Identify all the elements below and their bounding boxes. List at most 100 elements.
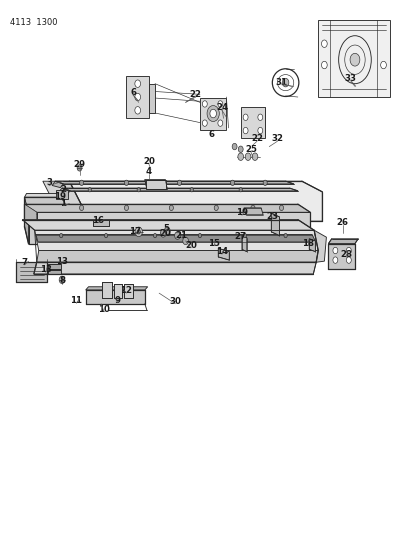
- Text: 28: 28: [341, 251, 353, 259]
- Polygon shape: [35, 230, 318, 251]
- Circle shape: [282, 78, 289, 87]
- Polygon shape: [24, 204, 37, 228]
- Text: 12: 12: [120, 286, 133, 295]
- Polygon shape: [24, 197, 29, 244]
- Polygon shape: [69, 181, 322, 221]
- Circle shape: [60, 233, 63, 238]
- Text: 14: 14: [216, 247, 228, 256]
- Text: 31: 31: [275, 78, 288, 86]
- Text: 8: 8: [59, 276, 65, 285]
- Circle shape: [153, 233, 157, 238]
- Polygon shape: [241, 107, 265, 138]
- Text: 27: 27: [235, 232, 247, 241]
- Text: 20: 20: [160, 229, 172, 238]
- Text: 20: 20: [185, 241, 197, 249]
- Circle shape: [279, 205, 284, 211]
- Circle shape: [381, 61, 386, 69]
- Polygon shape: [242, 236, 247, 252]
- Circle shape: [207, 106, 220, 122]
- Bar: [48, 264, 61, 269]
- Polygon shape: [314, 230, 326, 262]
- Circle shape: [245, 153, 251, 160]
- Text: 23: 23: [266, 212, 279, 221]
- Polygon shape: [86, 287, 148, 290]
- Text: 13: 13: [40, 265, 52, 274]
- Circle shape: [169, 205, 173, 211]
- Circle shape: [258, 127, 263, 134]
- Polygon shape: [271, 213, 279, 236]
- Circle shape: [135, 80, 140, 87]
- Circle shape: [218, 101, 223, 107]
- Polygon shape: [328, 239, 358, 244]
- Circle shape: [263, 180, 267, 185]
- Bar: [124, 284, 133, 298]
- Text: 33: 33: [345, 75, 357, 83]
- Circle shape: [333, 257, 338, 263]
- Circle shape: [218, 120, 223, 126]
- Circle shape: [243, 114, 248, 120]
- Bar: [102, 282, 112, 298]
- Text: 6: 6: [130, 88, 136, 96]
- Circle shape: [210, 109, 216, 118]
- Bar: [146, 180, 166, 189]
- Circle shape: [137, 188, 140, 192]
- Text: 4: 4: [146, 167, 152, 175]
- Text: 30: 30: [169, 297, 182, 305]
- Polygon shape: [24, 197, 67, 214]
- Text: 19: 19: [236, 208, 248, 217]
- Polygon shape: [24, 204, 310, 212]
- Circle shape: [175, 232, 180, 239]
- Polygon shape: [126, 76, 149, 118]
- Polygon shape: [309, 239, 315, 252]
- Polygon shape: [149, 84, 155, 113]
- Text: 26: 26: [337, 219, 349, 227]
- Circle shape: [251, 205, 255, 211]
- Polygon shape: [200, 98, 226, 130]
- Text: 2: 2: [60, 185, 66, 194]
- Circle shape: [232, 143, 237, 150]
- Text: 20: 20: [143, 157, 155, 166]
- Circle shape: [252, 153, 258, 160]
- Circle shape: [322, 61, 327, 69]
- Polygon shape: [43, 181, 90, 221]
- Circle shape: [190, 188, 193, 192]
- Polygon shape: [59, 188, 70, 194]
- Text: 11: 11: [70, 296, 82, 305]
- Circle shape: [238, 146, 243, 152]
- Circle shape: [322, 40, 327, 47]
- Circle shape: [135, 227, 142, 237]
- Polygon shape: [37, 251, 318, 262]
- Circle shape: [135, 107, 140, 114]
- Text: 13: 13: [56, 257, 68, 265]
- Bar: [114, 284, 122, 298]
- Text: 25: 25: [245, 145, 257, 154]
- Text: 7: 7: [21, 258, 28, 266]
- Polygon shape: [62, 188, 298, 191]
- Text: 19: 19: [54, 192, 67, 201]
- Bar: [93, 220, 109, 226]
- Polygon shape: [22, 220, 314, 230]
- Text: 32: 32: [271, 134, 284, 143]
- Circle shape: [202, 101, 207, 107]
- Polygon shape: [52, 181, 63, 188]
- Bar: [56, 190, 68, 199]
- Polygon shape: [86, 290, 145, 304]
- Circle shape: [177, 180, 182, 185]
- Circle shape: [284, 233, 287, 238]
- Text: 4113  1300: 4113 1300: [10, 18, 58, 27]
- Circle shape: [124, 180, 129, 185]
- Text: 15: 15: [208, 239, 220, 247]
- Polygon shape: [218, 248, 229, 260]
- Circle shape: [243, 127, 248, 134]
- Polygon shape: [29, 214, 67, 244]
- Polygon shape: [37, 212, 310, 228]
- Text: 22: 22: [251, 134, 263, 143]
- Text: 29: 29: [73, 160, 86, 168]
- Text: 9: 9: [115, 296, 120, 304]
- Text: 17: 17: [129, 228, 141, 236]
- Polygon shape: [34, 262, 316, 274]
- Text: 16: 16: [92, 216, 104, 224]
- Text: 5: 5: [164, 224, 169, 233]
- Circle shape: [135, 93, 140, 101]
- Text: 24: 24: [216, 103, 228, 112]
